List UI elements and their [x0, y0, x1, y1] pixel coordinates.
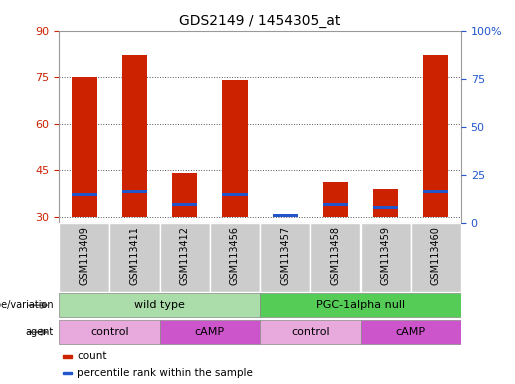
Bar	[72, 193, 97, 196]
Text: control: control	[291, 327, 330, 337]
Bar	[360, 320, 461, 344]
Bar	[172, 203, 197, 206]
Text: GSM113411: GSM113411	[130, 226, 140, 285]
Bar	[59, 293, 260, 317]
Text: cAMP: cAMP	[396, 327, 426, 337]
Bar	[160, 223, 210, 292]
Bar	[310, 223, 360, 292]
Bar	[63, 372, 72, 374]
Text: GSM113412: GSM113412	[180, 226, 190, 285]
Bar	[63, 355, 72, 358]
Bar	[360, 223, 410, 292]
Bar	[272, 214, 298, 217]
Bar	[109, 223, 160, 292]
Bar	[122, 56, 147, 217]
Text: cAMP: cAMP	[195, 327, 225, 337]
Bar	[172, 173, 197, 217]
Bar	[122, 190, 147, 193]
Text: control: control	[90, 327, 129, 337]
Bar	[59, 320, 160, 344]
Bar	[160, 320, 260, 344]
Bar	[272, 215, 298, 217]
Bar	[323, 203, 348, 206]
Title: GDS2149 / 1454305_at: GDS2149 / 1454305_at	[179, 14, 341, 28]
Text: GSM113460: GSM113460	[431, 226, 441, 285]
Text: GSM113459: GSM113459	[381, 226, 390, 285]
Text: GSM113458: GSM113458	[331, 226, 340, 285]
Text: GSM113456: GSM113456	[230, 226, 240, 285]
Bar	[373, 206, 398, 209]
Bar	[222, 80, 248, 217]
Bar	[260, 320, 360, 344]
Bar	[260, 293, 461, 317]
Bar	[323, 182, 348, 217]
Bar	[410, 223, 461, 292]
Bar	[59, 223, 109, 292]
Bar	[210, 223, 260, 292]
Text: wild type: wild type	[134, 300, 185, 310]
Bar	[222, 193, 248, 196]
Text: PGC-1alpha null: PGC-1alpha null	[316, 300, 405, 310]
Bar	[423, 190, 449, 193]
Bar	[423, 56, 449, 217]
Text: agent: agent	[26, 327, 54, 337]
Text: GSM113457: GSM113457	[280, 226, 290, 285]
Bar	[72, 77, 97, 217]
Bar	[260, 223, 310, 292]
Text: GSM113409: GSM113409	[79, 226, 89, 285]
Text: genotype/variation: genotype/variation	[0, 300, 54, 310]
Text: count: count	[77, 351, 107, 361]
Bar	[373, 189, 398, 217]
Text: percentile rank within the sample: percentile rank within the sample	[77, 368, 253, 378]
